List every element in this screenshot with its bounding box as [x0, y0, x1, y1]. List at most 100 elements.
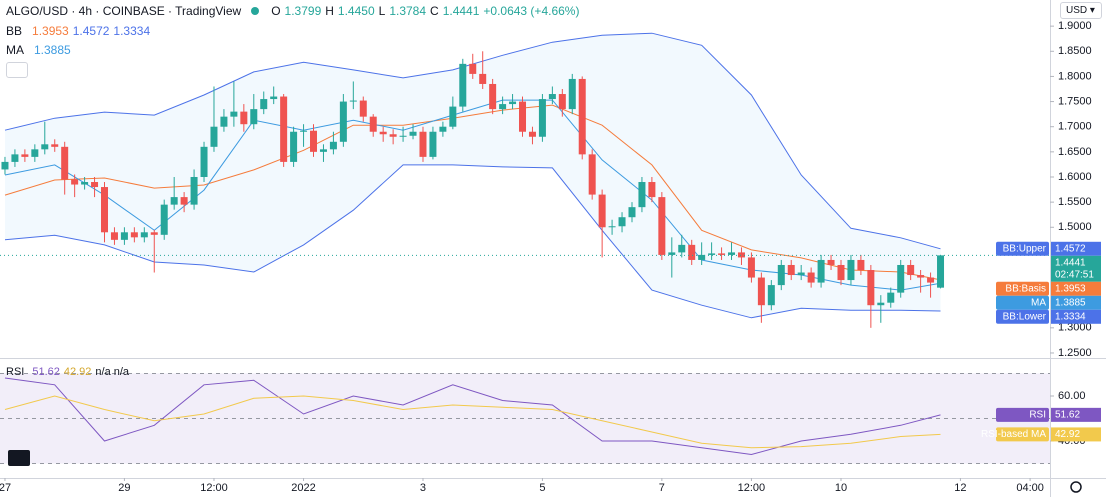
candle-body	[101, 187, 109, 233]
indicator-value: 1.3885	[1055, 297, 1086, 308]
candle-body	[827, 259, 835, 265]
candle-body	[728, 252, 736, 255]
l-value: 1.3784	[389, 4, 427, 18]
o-label: O	[271, 4, 281, 18]
rsi-label: RSI	[6, 366, 25, 378]
candle-body	[319, 149, 327, 152]
bb-basis-value: 1.3953	[32, 24, 69, 38]
candle-body	[369, 116, 377, 132]
candle-body	[419, 131, 427, 157]
change: +0.0643 (+4.66%)	[483, 4, 580, 18]
bb-lower-value: 1.3334	[113, 24, 151, 38]
rsi-name: RSI-based MA	[981, 429, 1046, 440]
h-label: H	[325, 4, 334, 18]
y-tick-label: 1.2500	[1058, 347, 1092, 359]
legend-toggle[interactable]	[6, 62, 28, 78]
candle-body	[359, 100, 367, 117]
candle-body	[877, 302, 885, 306]
bb-upper-name: BB:Upper	[1003, 243, 1047, 254]
candle-body	[220, 116, 228, 127]
candle-body	[91, 182, 99, 188]
symbol: ALGO/USD · 4h · COINBASE · TradingView	[6, 4, 242, 18]
x-tick-label: 2022	[291, 482, 315, 494]
rsi-value: 42.92	[1055, 429, 1080, 440]
candle-body	[399, 135, 407, 137]
candle-body	[747, 257, 755, 278]
candle-body	[897, 264, 905, 293]
rsi-tag	[996, 427, 1049, 442]
candle-body	[81, 182, 89, 185]
bb-upper-value: 1.4572	[1055, 243, 1086, 254]
candle-body	[548, 94, 556, 100]
candle-body	[578, 78, 586, 155]
candle-body	[638, 182, 646, 208]
y-tick-label: 1.7500	[1058, 95, 1092, 107]
candle-body	[349, 100, 357, 102]
candle-body	[310, 130, 318, 152]
y-tick-label: 1.7000	[1058, 121, 1092, 133]
currency-button[interactable]: USD ▾	[1060, 2, 1102, 19]
candle-body	[290, 131, 298, 162]
rsi-tag	[996, 407, 1049, 422]
candle-body	[588, 154, 596, 195]
settings-icon[interactable]	[1070, 481, 1082, 493]
indicator-line	[4, 32, 941, 250]
indicator-name: BB:Lower	[1003, 311, 1047, 322]
indicator-value: 1.3334	[1055, 311, 1086, 322]
rsi-value: 51.62	[32, 366, 60, 378]
candle-body	[479, 73, 487, 84]
y-tick-label: 1.5500	[1058, 196, 1092, 208]
candle-body	[449, 106, 457, 127]
candle-body	[737, 252, 745, 258]
ma-legend: MA 1.3885	[6, 43, 71, 57]
candle-body	[499, 104, 507, 110]
rsi-ma-value: 42.92	[63, 366, 92, 378]
candle-body	[389, 134, 397, 137]
x-tick-label: 12:00	[200, 482, 228, 494]
rsi-name: RSI	[1029, 409, 1046, 420]
candle-body	[240, 111, 248, 125]
candle-body	[210, 126, 218, 147]
candle-body	[489, 83, 497, 110]
candle-body	[698, 254, 706, 260]
candle-body	[270, 96, 278, 100]
candle-body	[787, 264, 795, 276]
candle-body	[260, 99, 268, 110]
bb-upper-value-tag	[1051, 241, 1101, 256]
indicator-value-tag	[1051, 281, 1101, 296]
countdown: 02:47:51	[1055, 269, 1094, 280]
y-tick-label: 1.9000	[1058, 20, 1092, 32]
candle-body	[668, 252, 676, 255]
bb-upper-value: 1.4572	[72, 24, 110, 38]
candle-body	[329, 141, 337, 150]
indicator-tag	[996, 281, 1049, 296]
candle-body	[41, 144, 49, 150]
indicator-tag	[996, 309, 1049, 324]
indicator-name: BB:Basis	[1005, 283, 1046, 294]
indicator-tag	[996, 295, 1049, 310]
rsi-tick-label: 60.00	[1058, 390, 1086, 402]
candle-body	[160, 204, 168, 235]
bb-label: BB	[6, 24, 23, 38]
indicator-name: MA	[1031, 297, 1046, 308]
candle-body	[767, 285, 775, 306]
candle-body	[917, 275, 925, 278]
candle-body	[528, 131, 536, 137]
candle-body	[927, 277, 935, 283]
x-tick-label: 29	[118, 482, 130, 494]
x-tick-label: 12	[954, 482, 966, 494]
y-tick-label: 1.8500	[1058, 45, 1092, 57]
candle-body	[180, 197, 188, 205]
candle-body	[937, 255, 945, 288]
rsi-line	[4, 377, 941, 456]
candle-body	[887, 292, 895, 303]
price-value-tag	[1051, 255, 1101, 282]
l-label: L	[378, 4, 386, 18]
bb-upper-tag	[996, 241, 1049, 256]
candle-body	[857, 259, 865, 271]
ma-value: 1.3885	[34, 43, 71, 57]
h-value: 1.4450	[337, 4, 375, 18]
candle-body	[459, 63, 467, 107]
